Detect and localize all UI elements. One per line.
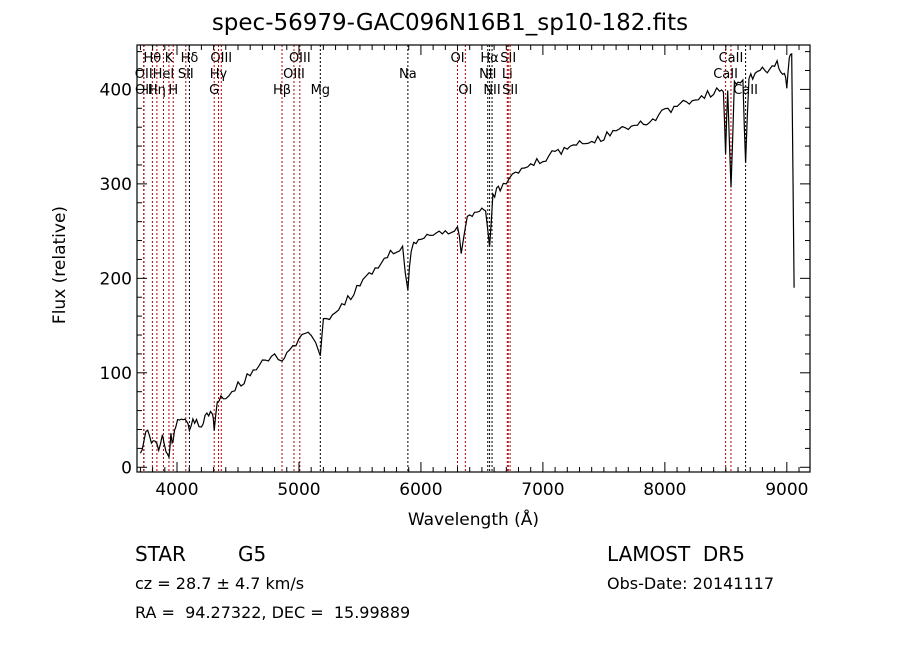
spectral-line-label: HeI <box>153 67 175 82</box>
spectral-line-label: SII <box>178 67 194 82</box>
spectral-line-label: K <box>165 51 174 66</box>
y-tick-label: 200 <box>100 269 132 289</box>
spectral-line-label: G <box>209 83 219 98</box>
spectral-line-label: CaII <box>719 51 744 66</box>
x-tick-label: 6000 <box>399 480 442 500</box>
spectral-line-label: CaII <box>733 83 758 98</box>
spectral-line-label: Hθ <box>144 51 162 66</box>
y-tick-label: 100 <box>100 364 132 384</box>
spectral-line-label: OIII <box>210 51 232 66</box>
spectral-line-label: SII <box>502 83 518 98</box>
spectral-line-label: Hα <box>480 51 498 66</box>
plot-frame <box>136 44 811 473</box>
spectral-line-label: Hγ <box>210 67 228 82</box>
redshift-velocity: cz = 28.7 ± 4.7 km/s <box>135 574 305 593</box>
spectral-line-label: OI <box>450 51 464 66</box>
x-tick-label: 8000 <box>643 480 686 500</box>
spectral-line-label: Li <box>502 67 513 82</box>
x-tick-label: 5000 <box>277 480 320 500</box>
spectral-line-label: OII <box>135 83 153 98</box>
object-class: STAR <box>135 542 186 566</box>
observation-date: Obs-Date: 20141117 <box>607 574 775 593</box>
spectral-line-label: NII <box>483 83 500 98</box>
x-tick-label: 9000 <box>765 480 808 500</box>
spectral-line-label: Hβ <box>273 83 291 98</box>
x-tick-label: 7000 <box>521 480 564 500</box>
spectral-line-label: H <box>168 83 178 98</box>
spectrum-line <box>139 53 795 460</box>
chart-title: spec-56979-GAC096N16B1_sp10-182.fits <box>211 10 689 36</box>
survey-name: LAMOST DR5 <box>607 542 745 566</box>
spectral-line-label: OIII <box>283 67 305 82</box>
ra-dec: RA = 94.27322, DEC = 15.99889 <box>135 603 411 622</box>
x-axis-label: Wavelength (Å) <box>407 510 540 530</box>
x-tick-label: 4000 <box>155 480 198 500</box>
y-tick-label: 400 <box>100 80 132 100</box>
spectral-line-label: NII <box>479 67 496 82</box>
spectral-line-label: Hη <box>148 83 166 98</box>
spectral-line-label: Na <box>399 67 417 82</box>
spectral-line-label: Hδ <box>181 51 199 66</box>
spectral-line-label: CaII <box>713 67 738 82</box>
spectral-line-label: Mg <box>311 83 330 98</box>
spectral-line-label: SII <box>500 51 516 66</box>
y-axis-label: Flux (relative) <box>50 205 70 325</box>
y-tick-label: 300 <box>100 175 132 195</box>
spectral-line-label: OIII <box>289 51 311 66</box>
spectral-line-label: OI <box>458 83 472 98</box>
y-tick-label: 0 <box>121 458 132 478</box>
object-subclass: G5 <box>238 542 267 566</box>
